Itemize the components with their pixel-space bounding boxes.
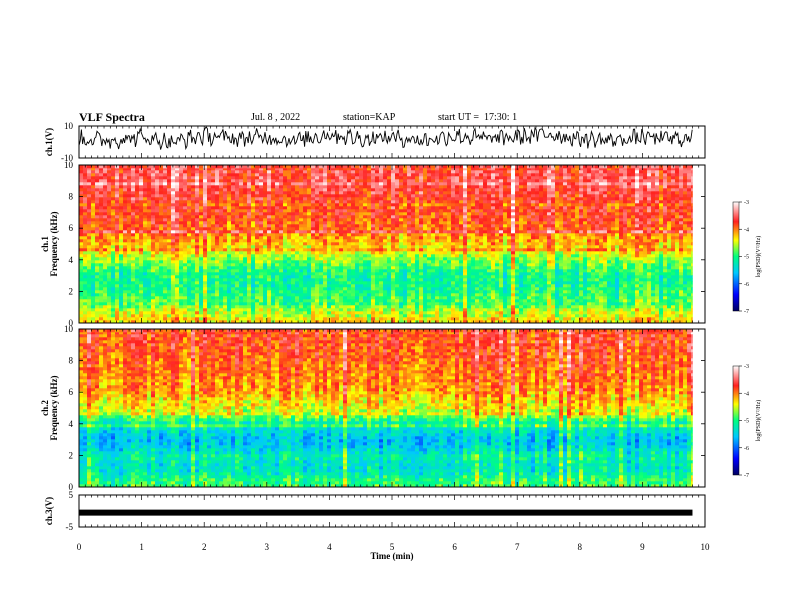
colorbar-tick-label: -4 bbox=[744, 391, 749, 397]
y-axis-label: ch.3(V) bbox=[44, 497, 54, 525]
y-tick-label: 10 bbox=[64, 121, 74, 131]
time-tick-label: 7 bbox=[515, 542, 520, 552]
y-tick-label: 4 bbox=[69, 255, 74, 265]
ch1-waveform-trace bbox=[78, 126, 693, 151]
y-axis-label: Frequency (kHz) bbox=[49, 375, 59, 440]
y-axis-label: ch.1(V) bbox=[44, 128, 54, 156]
colorbar-tick-label: -5 bbox=[744, 419, 749, 425]
figure-title: VLF Spectra bbox=[79, 110, 145, 124]
time-tick-label: 9 bbox=[640, 542, 645, 552]
y-tick-label: 2 bbox=[69, 450, 74, 460]
station-label: station=KAP bbox=[343, 112, 396, 123]
time-tick-label: 0 bbox=[77, 542, 82, 552]
y-axis-label: ch.1 bbox=[40, 236, 50, 252]
time-tick-label: 8 bbox=[578, 542, 583, 552]
colorbar-label: log(PSD)(V²/Hz) bbox=[755, 236, 762, 277]
spectrogram-2 bbox=[79, 329, 693, 488]
time-tick-label: 5 bbox=[390, 542, 395, 552]
y-tick-label: 8 bbox=[69, 356, 74, 366]
colorbar-tick-label: -7 bbox=[744, 309, 749, 315]
y-tick-label: 6 bbox=[69, 223, 74, 233]
time-tick-label: 6 bbox=[452, 542, 457, 552]
y-tick-label: 2 bbox=[69, 286, 74, 296]
y-axis-label: Frequency (kHz) bbox=[49, 211, 59, 276]
time-tick-label: 1 bbox=[139, 542, 144, 552]
colorbar-label: log(PSD)(V²/Hz) bbox=[755, 400, 762, 441]
y-tick-label: -10 bbox=[61, 153, 73, 163]
y-tick-label: -5 bbox=[66, 522, 74, 532]
y-tick-label: 5 bbox=[69, 490, 74, 500]
colorbar-1 bbox=[732, 201, 740, 312]
colorbar-tick-label: -5 bbox=[744, 255, 749, 261]
time-tick-label: 4 bbox=[327, 542, 332, 552]
colorbar-tick-label: -6 bbox=[744, 282, 749, 288]
colorbar-tick-label: -4 bbox=[744, 227, 749, 233]
date-label: Jul. 8 , 2022 bbox=[251, 112, 301, 123]
time-axis-label: Time (min) bbox=[370, 551, 413, 561]
y-tick-label: 0 bbox=[69, 482, 74, 492]
colorbar-tick-label: -3 bbox=[744, 200, 749, 206]
colorbar-tick-label: -7 bbox=[744, 473, 749, 479]
y-tick-label: 4 bbox=[69, 419, 74, 429]
y-tick-label: 10 bbox=[64, 160, 74, 170]
start-time-label: start UT = 17:30: 1 bbox=[438, 112, 518, 123]
spectrogram-1 bbox=[79, 165, 693, 324]
colorbar-tick-label: -6 bbox=[744, 446, 749, 452]
y-axis-label: ch.2 bbox=[40, 400, 50, 416]
y-tick-label: 10 bbox=[64, 324, 74, 334]
y-tick-label: 6 bbox=[69, 387, 74, 397]
colorbar-tick-label: -3 bbox=[744, 364, 749, 370]
y-tick-label: 0 bbox=[69, 318, 74, 328]
colorbar-2 bbox=[732, 365, 740, 476]
y-tick-label: 8 bbox=[69, 192, 74, 202]
time-tick-label: 3 bbox=[265, 542, 270, 552]
time-tick-label: 10 bbox=[701, 542, 711, 552]
time-tick-label: 2 bbox=[202, 542, 207, 552]
